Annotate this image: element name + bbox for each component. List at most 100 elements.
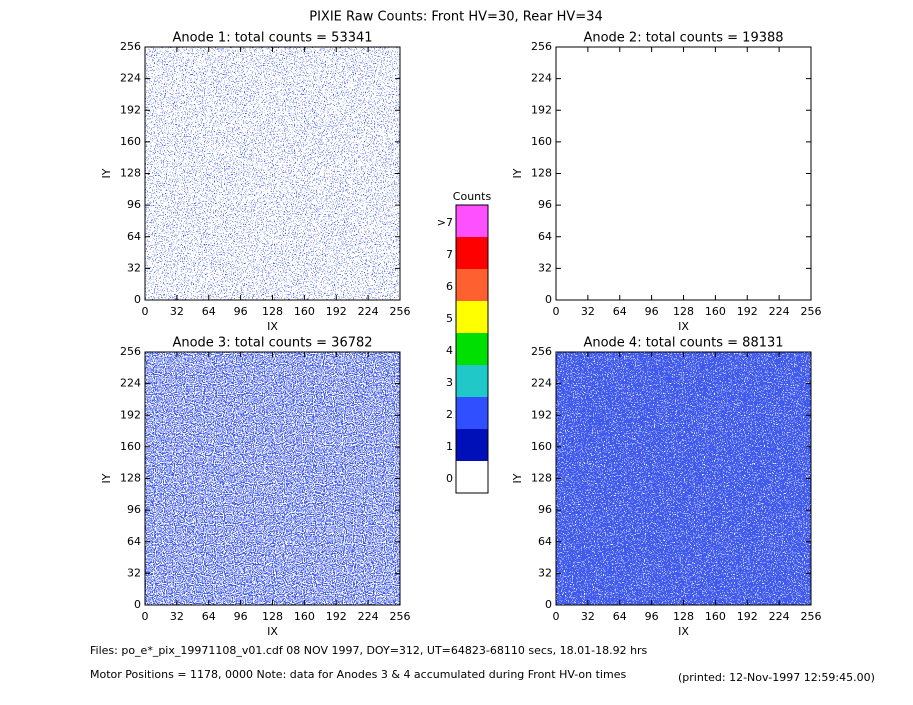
x-tick-label: 160 [705,610,726,623]
y-tick-label: 0 [134,293,141,306]
x-tick-label: 256 [801,610,822,623]
x-tick-label: 128 [262,610,283,623]
y-tick-label: 192 [531,408,552,421]
y-tick-label: 96 [127,198,141,211]
colorbar-swatch [456,461,488,493]
y-tick-label: 256 [120,345,141,358]
y-tick-label: 32 [127,261,141,274]
x-tick-label: 224 [358,305,379,318]
x-tick-label: 224 [769,610,790,623]
x-tick-label: 192 [737,610,758,623]
x-tick-label: 160 [294,610,315,623]
panel-title: Anode 3: total counts = 36782 [172,336,372,351]
x-tick-label: 96 [645,305,659,318]
y-axis-label: IY [511,168,524,178]
x-tick-label: 32 [581,610,595,623]
y-tick-label: 96 [538,198,552,211]
x-tick-label: 32 [581,305,595,318]
x-tick-label: 224 [769,305,790,318]
x-axis-label: IX [267,625,278,638]
y-axis-label: IY [100,473,113,483]
colorbar-label: 4 [446,344,453,357]
y-tick-label: 256 [531,345,552,358]
colorbar-swatch [456,365,488,397]
x-tick-label: 160 [294,305,315,318]
colorbar-label: 5 [446,312,453,325]
y-tick-label: 192 [531,103,552,116]
panel-title: Anode 4: total counts = 88131 [583,336,783,351]
x-tick-label: 32 [170,305,184,318]
y-tick-label: 192 [120,103,141,116]
colorbar-title: Counts [453,190,492,203]
x-tick-label: 0 [142,610,149,623]
y-tick-label: 160 [531,135,552,148]
panel-title: Anode 1: total counts = 53341 [172,31,372,46]
y-tick-label: 64 [127,535,141,548]
y-tick-label: 224 [531,72,552,85]
x-tick-label: 0 [142,305,149,318]
footer-files: Files: po_e*_pix_19971108_v01.cdf 08 NOV… [90,644,648,657]
colorbar-frame [455,204,489,494]
x-tick-label: 96 [645,610,659,623]
colorbar-label: 6 [446,280,453,293]
y-tick-label: 192 [120,408,141,421]
x-axis-label: IX [678,320,689,333]
panel-title: Anode 2: total counts = 19388 [583,31,783,46]
x-tick-label: 64 [202,610,216,623]
x-tick-label: 0 [553,305,560,318]
y-tick-label: 224 [531,377,552,390]
colorbar-swatch [456,269,488,301]
y-tick-label: 0 [545,293,552,306]
x-tick-label: 192 [737,305,758,318]
colorbar-swatch [456,397,488,429]
y-tick-label: 128 [531,472,552,485]
y-tick-label: 128 [531,167,552,180]
colorbar-swatch [456,333,488,365]
y-tick-label: 128 [120,472,141,485]
x-tick-label: 256 [801,305,822,318]
x-tick-label: 128 [673,305,694,318]
x-tick-label: 64 [613,610,627,623]
y-tick-label: 64 [127,230,141,243]
y-tick-label: 224 [120,377,141,390]
y-tick-label: 0 [545,598,552,611]
colorbar-label: 0 [446,472,453,485]
heatmap-speckle [556,352,811,605]
colorbar-swatch [456,237,488,269]
y-axis-label: IY [511,473,524,483]
y-tick-label: 128 [120,167,141,180]
x-tick-label: 64 [202,305,216,318]
colorbar-label: 7 [446,248,453,261]
footer-printed: (printed: 12-Nov-1997 12:59:45.00) [678,671,875,684]
x-axis-label: IX [678,625,689,638]
x-tick-label: 96 [234,610,248,623]
y-tick-label: 256 [531,40,552,53]
x-tick-label: 256 [390,305,411,318]
colorbar-swatch [456,301,488,333]
x-tick-label: 128 [673,610,694,623]
y-tick-label: 96 [538,503,552,516]
y-tick-label: 160 [531,440,552,453]
colorbar-swatch [456,429,488,461]
page-title: PIXIE Raw Counts: Front HV=30, Rear HV=3… [309,10,603,25]
y-tick-label: 32 [127,566,141,579]
x-tick-label: 192 [326,610,347,623]
y-tick-label: 64 [538,535,552,548]
x-tick-label: 64 [613,305,627,318]
y-tick-label: 64 [538,230,552,243]
x-tick-label: 256 [390,610,411,623]
y-tick-label: 96 [127,503,141,516]
x-tick-label: 128 [262,305,283,318]
y-tick-label: 224 [120,72,141,85]
x-tick-label: 160 [705,305,726,318]
colorbar-label: >7 [437,216,453,229]
x-tick-label: 192 [326,305,347,318]
y-axis-label: IY [100,168,113,178]
heatmap-speckle [145,47,400,300]
y-tick-label: 160 [120,440,141,453]
x-tick-label: 32 [170,610,184,623]
heatmap-speckle [556,47,811,300]
colorbar-label: 3 [446,376,453,389]
colorbar-label: 2 [446,408,453,421]
